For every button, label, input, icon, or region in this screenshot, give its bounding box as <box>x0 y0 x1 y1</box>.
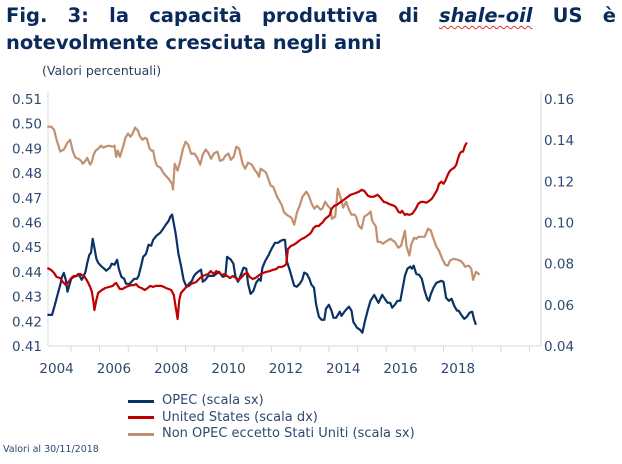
right-y-tick-label: 0.16 <box>544 92 574 108</box>
legend: OPEC (scala sx) United States (scala dx)… <box>128 393 415 443</box>
left-y-tick-label: 0.46 <box>12 216 42 232</box>
legend-swatch-us <box>128 416 154 420</box>
right-y-tick-label: 0.12 <box>544 174 574 190</box>
left-y-tick-label: 0.49 <box>12 141 42 157</box>
data-date-note: Valori al 30/11/2018 <box>3 444 99 455</box>
left-y-tick-label: 0.45 <box>12 240 42 256</box>
right-y-tick-label: 0.14 <box>544 133 574 149</box>
left-y-tick-label: 0.42 <box>12 314 42 330</box>
right-y-tick-label: 0.06 <box>544 298 574 314</box>
series-line-non-opec <box>47 125 481 281</box>
chart-subtitle: (Valori percentuali) <box>42 63 162 78</box>
series-lines <box>46 125 481 334</box>
title-prefix: Fig. 3: la capacità produttiva di <box>6 4 440 27</box>
title-emphasis: shale-oil <box>439 4 533 27</box>
x-axis-ticks: 2004 2006 2008 2010 2012 2014 2016 2018 <box>39 346 531 377</box>
left-y-tick-label: 0.50 <box>12 117 42 133</box>
title-suffix: US è notevolmente cresciuta negli anni <box>6 4 616 54</box>
chart-title: Fig. 3: la capacità produttiva di shale-… <box>6 2 616 56</box>
legend-item-us: United States (scala dx) <box>128 410 415 427</box>
left-y-tick-label: 0.48 <box>12 166 42 182</box>
legend-label-non-opec: Non OPEC eccetto Stati Uniti (scala sx) <box>162 426 415 441</box>
series-line-united-states <box>46 142 468 321</box>
right-y-tick-label: 0.10 <box>544 216 574 232</box>
x-tick-label: 2012 <box>269 361 303 377</box>
legend-swatch-non-opec <box>128 432 154 436</box>
left-y-tick-label: 0.51 <box>12 92 42 108</box>
legend-label-opec: OPEC (scala sx) <box>162 393 264 408</box>
x-tick-label: 2016 <box>383 361 417 377</box>
left-y-tick-label: 0.47 <box>12 191 42 207</box>
legend-item-non-opec: Non OPEC eccetto Stati Uniti (scala sx) <box>128 426 415 443</box>
legend-item-opec: OPEC (scala sx) <box>128 393 415 410</box>
left-y-tick-label: 0.43 <box>12 290 42 306</box>
x-tick-label: 2010 <box>211 361 245 377</box>
x-tick-label: 2014 <box>326 361 360 377</box>
left-y-tick-label: 0.44 <box>12 265 42 281</box>
x-tick-label: 2006 <box>97 361 131 377</box>
x-tick-label: 2008 <box>154 361 188 377</box>
legend-label-us: United States (scala dx) <box>162 409 318 425</box>
series-line-opec <box>47 213 477 334</box>
right-y-tick-label: 0.04 <box>544 339 574 355</box>
left-y-tick-label: 0.41 <box>12 339 42 355</box>
axes <box>47 91 542 347</box>
x-tick-label: 2004 <box>39 361 73 377</box>
left-y-axis-ticks: 0.51 0.50 0.49 0.48 0.47 0.46 0.45 0.44 0.43 0.42… <box>12 92 42 355</box>
right-y-axis-ticks: 0.16 0.14 0.12 0.10 0.08 0.06 0.04 <box>544 92 574 355</box>
x-tick-label: 2018 <box>441 361 475 377</box>
right-y-tick-label: 0.08 <box>544 257 574 273</box>
legend-swatch-opec <box>128 399 154 403</box>
